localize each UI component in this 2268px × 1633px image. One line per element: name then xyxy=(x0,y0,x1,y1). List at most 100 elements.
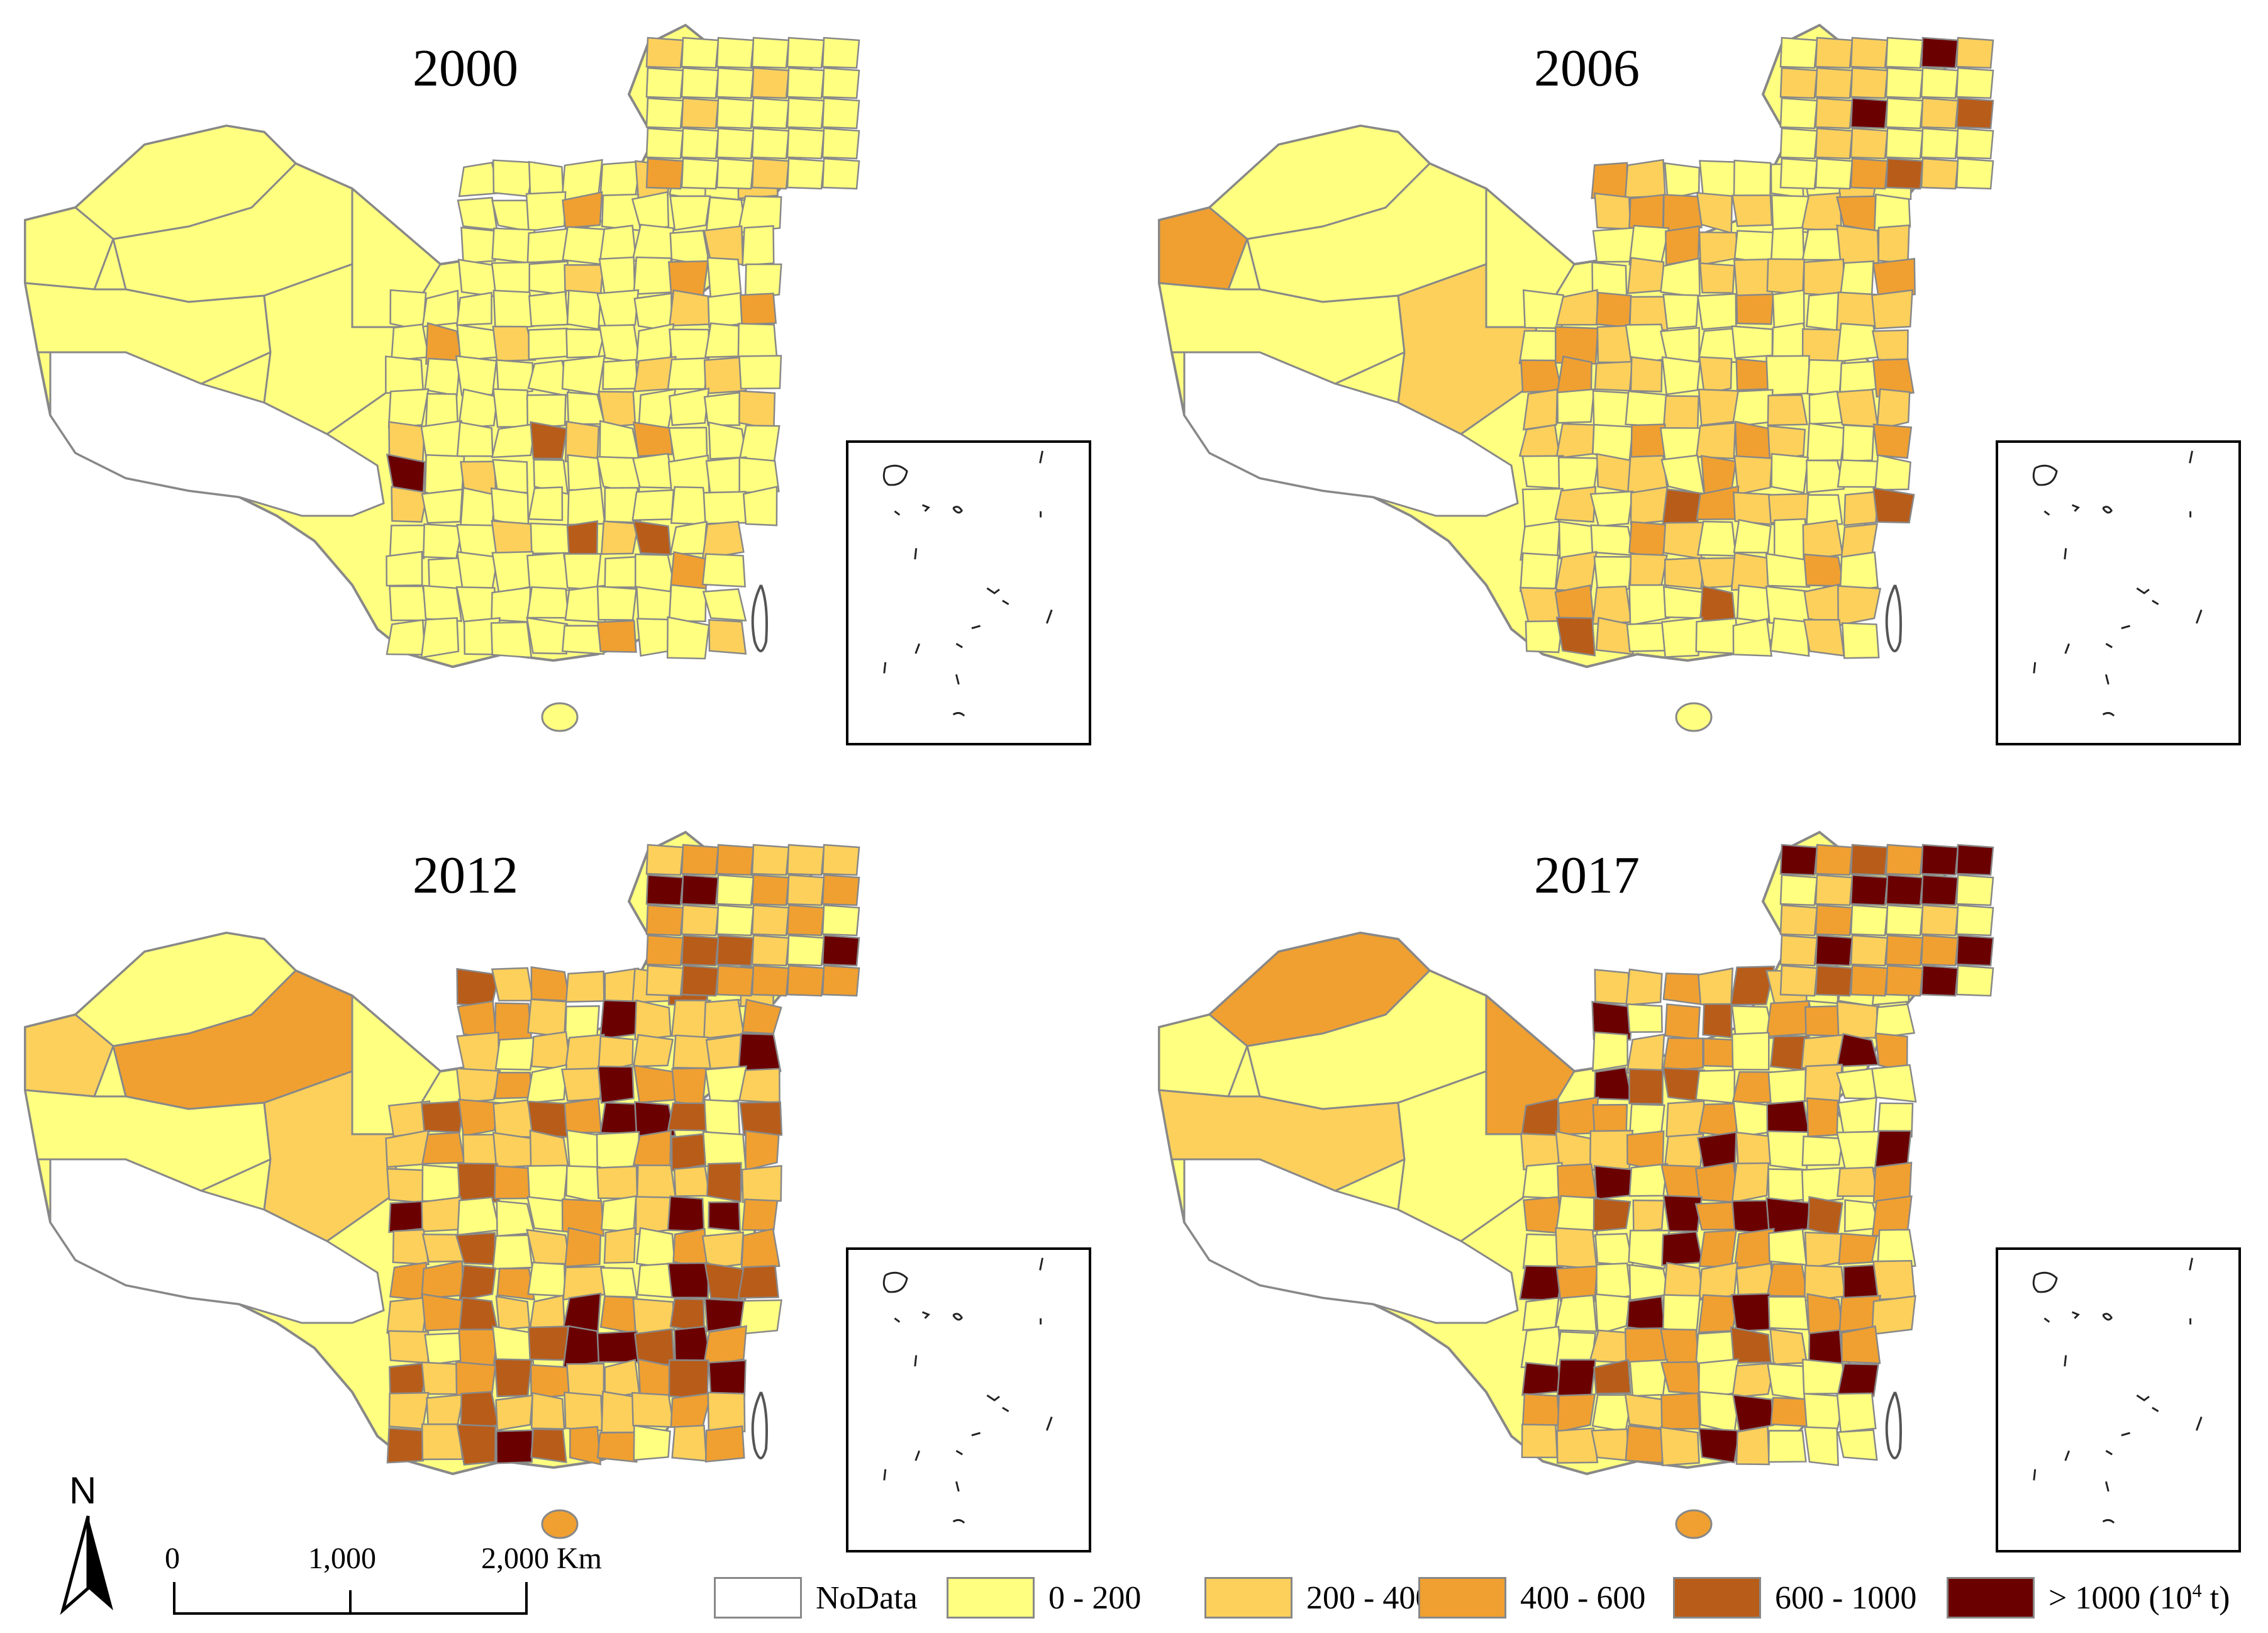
prefecture-region xyxy=(1850,127,1889,160)
prefecture-region xyxy=(491,199,532,233)
prefecture-region xyxy=(738,1299,782,1335)
prefecture-region xyxy=(1662,1195,1703,1232)
prefecture-region xyxy=(1624,159,1666,199)
prefecture-region xyxy=(1779,67,1818,99)
prefecture-region xyxy=(596,1131,640,1172)
prefecture-region xyxy=(561,1067,604,1102)
prefecture-region xyxy=(716,127,755,160)
prefecture-region xyxy=(569,1425,602,1466)
prefecture-region xyxy=(458,1098,501,1137)
prefecture-region xyxy=(786,874,825,906)
prefecture-region xyxy=(1765,1196,1811,1237)
prefecture-region xyxy=(1955,964,1994,997)
prefecture-region xyxy=(1885,844,1924,876)
prefecture-region xyxy=(1593,1066,1633,1101)
prefecture-region xyxy=(1804,1426,1839,1466)
prefecture-region xyxy=(564,1097,603,1134)
prefecture-region xyxy=(492,1234,533,1270)
prefecture-region xyxy=(631,489,675,521)
prefecture-region xyxy=(526,394,567,429)
prefecture-region xyxy=(786,36,825,69)
prefecture-region xyxy=(670,1392,713,1429)
prefecture-region xyxy=(1837,459,1881,488)
prefecture-region xyxy=(1768,1228,1808,1266)
prefecture-region xyxy=(387,1330,430,1364)
prefecture-region xyxy=(633,1424,671,1461)
prefecture-region xyxy=(1872,358,1915,398)
prefecture-region xyxy=(671,1067,708,1106)
prefecture-region xyxy=(1158,1013,1248,1098)
prefecture-region xyxy=(496,359,534,395)
inset-island-mark xyxy=(2032,1271,2058,1293)
prefecture-region xyxy=(491,423,536,459)
prefecture-region xyxy=(1885,97,1924,130)
prefecture-region xyxy=(596,289,640,327)
prefecture-region xyxy=(1836,1001,1878,1039)
prefecture-region xyxy=(1850,67,1889,99)
prefecture-region xyxy=(703,1325,747,1368)
prefecture-region xyxy=(706,257,742,298)
prefecture-region xyxy=(1841,622,1880,659)
scale-tick-1000: 1,000 xyxy=(308,1542,376,1575)
prefecture-region xyxy=(738,355,782,390)
prefecture-region xyxy=(1735,293,1774,325)
prefecture-region xyxy=(458,1329,500,1368)
prefecture-region xyxy=(1731,194,1773,227)
prefecture-region xyxy=(707,292,745,328)
nodata-region xyxy=(49,1158,385,1324)
prefecture-region xyxy=(1592,226,1635,263)
prefecture-region xyxy=(1662,1294,1701,1334)
prefecture-region xyxy=(751,874,790,906)
prefecture-region xyxy=(1594,1293,1631,1335)
prefecture-region xyxy=(1877,224,1910,265)
inset-island-mark xyxy=(986,587,1000,594)
prefecture-region xyxy=(1557,1096,1599,1135)
prefecture-region xyxy=(491,967,534,1001)
prefecture-region xyxy=(1766,1100,1811,1135)
prefecture-region xyxy=(1801,192,1842,231)
legend-unit-suffix: t) xyxy=(2201,1580,2230,1616)
prefecture-region xyxy=(566,520,599,558)
prefecture-region xyxy=(565,328,606,359)
panel-year-title: 2017 xyxy=(1534,846,1640,905)
prefecture-region xyxy=(1698,967,1734,1006)
prefecture-region xyxy=(1596,453,1632,493)
prefecture-region xyxy=(681,127,720,160)
prefecture-region xyxy=(1767,1296,1809,1330)
inset-island-mark xyxy=(2121,625,2131,630)
prefecture-region xyxy=(1871,329,1909,364)
prefecture-region xyxy=(565,970,605,1003)
prefecture-region xyxy=(496,1268,535,1301)
north-arrow-label: N xyxy=(69,1469,97,1512)
legend-label: NoData xyxy=(816,1580,918,1616)
prefecture-region xyxy=(702,588,747,621)
prefecture-region xyxy=(494,1037,536,1071)
prefecture-region xyxy=(1779,97,1818,130)
prefecture-region xyxy=(1955,97,1994,130)
prefecture-region xyxy=(1594,1232,1634,1267)
prefecture-region xyxy=(681,97,720,130)
prefecture-region xyxy=(528,486,564,521)
prefecture-region xyxy=(1815,67,1854,99)
inset-island-mark xyxy=(952,712,965,716)
prefecture-region xyxy=(1836,323,1881,363)
prefecture-region xyxy=(391,486,428,523)
prefecture-region xyxy=(457,1196,501,1236)
prefecture-region xyxy=(738,390,776,431)
prefecture-region xyxy=(492,388,533,428)
inset-islands xyxy=(882,450,1053,716)
prefecture-region xyxy=(667,357,710,391)
prefecture-region xyxy=(604,1359,640,1399)
prefecture-region xyxy=(681,844,720,876)
prefecture-region xyxy=(751,157,790,190)
prefecture-region xyxy=(716,964,755,997)
prefecture-region xyxy=(1803,1063,1843,1103)
inset-island-mark xyxy=(2121,1432,2131,1437)
prefecture-region xyxy=(494,1071,533,1100)
prefecture-region xyxy=(528,291,569,327)
prefecture-region xyxy=(424,357,461,397)
prefecture-region xyxy=(1885,157,1924,190)
prefecture-region xyxy=(24,1089,272,1192)
prefecture-region xyxy=(491,261,536,296)
prefecture-region xyxy=(563,553,602,591)
